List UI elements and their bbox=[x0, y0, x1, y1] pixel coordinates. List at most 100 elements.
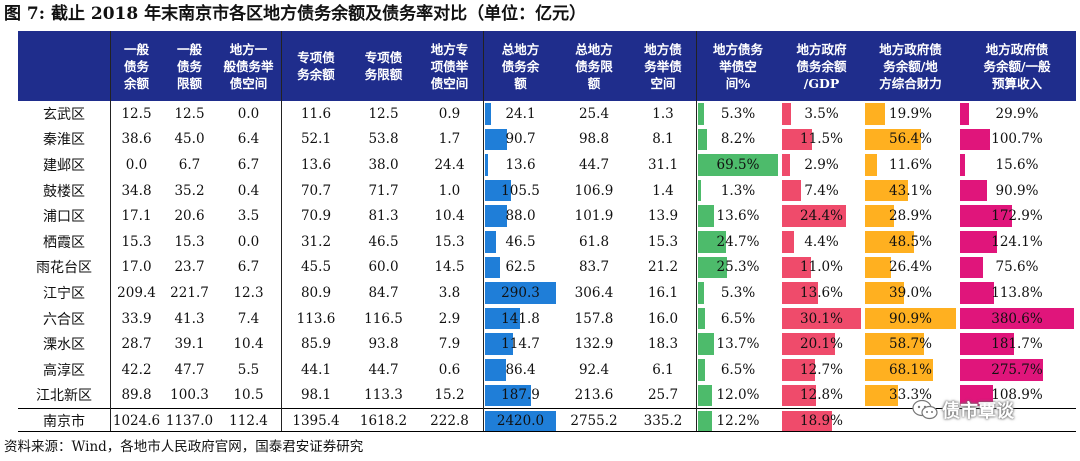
cell-value: 12.3 bbox=[233, 284, 264, 301]
table-row: 秦淮区 38.6 45.0 6.4 52.1 53.8 1.7 90.7 98.8 8.1 8.2%… bbox=[18, 127, 1076, 153]
cell-value: 14.5 bbox=[434, 259, 465, 276]
data-bar bbox=[782, 231, 794, 253]
data-bar bbox=[960, 307, 1074, 330]
district-name: 雨花台区 bbox=[36, 260, 92, 277]
cell-value: 12.5 bbox=[174, 105, 205, 122]
cell-value: 116.5 bbox=[364, 310, 403, 327]
cell-value: 6.7 bbox=[237, 259, 260, 276]
cell-value: 1.3 bbox=[652, 105, 674, 122]
table-row: 玄武区 12.5 12.5 0.0 11.6 12.5 0.9 24.1 25.4 1.3 5.3%… bbox=[18, 101, 1076, 127]
cell-value: 24.7% bbox=[716, 233, 760, 250]
data-bar bbox=[698, 154, 778, 176]
table-cell: 31.2 bbox=[281, 229, 351, 255]
district-name: 溧水区 bbox=[43, 337, 85, 354]
cell-value: 141.8 bbox=[501, 310, 540, 327]
cell-value: 60.0 bbox=[368, 259, 399, 276]
data-bar bbox=[485, 231, 497, 253]
cell-value: 93.8 bbox=[368, 336, 399, 353]
cell-value: 88.0 bbox=[505, 208, 536, 225]
table-cell: 221.7 bbox=[163, 280, 216, 306]
table-body: 玄武区 12.5 12.5 0.0 11.6 12.5 0.9 24.1 25.4 1.3 5.3%… bbox=[18, 101, 1076, 432]
cell-value: 31.2 bbox=[300, 233, 332, 250]
table-cell: 15.3 bbox=[630, 229, 696, 255]
table-cell: 5.5 bbox=[216, 357, 281, 383]
data-bar bbox=[865, 179, 909, 202]
district-name: 玄武区 bbox=[43, 106, 85, 123]
cell-value: 17.1 bbox=[121, 208, 152, 225]
table-cell: 2.9 bbox=[416, 306, 483, 332]
cell-value: 43.1% bbox=[889, 182, 932, 199]
table-cell: 47.7 bbox=[163, 357, 216, 383]
data-bar bbox=[782, 411, 832, 432]
table-cell: 23.7 bbox=[163, 255, 216, 281]
table-cell: 13.6 bbox=[281, 152, 351, 178]
column-header-12: 地方政府债 务余额/地 方综合财力 bbox=[879, 41, 942, 91]
data-bar bbox=[698, 103, 705, 125]
table-cell: 6.4 bbox=[216, 127, 281, 153]
cell-value: 38.0 bbox=[368, 156, 399, 173]
data-bar bbox=[698, 256, 728, 279]
column-header-11: 地方政府 债务余额 /GDP bbox=[796, 41, 847, 91]
cell-value: 10.4 bbox=[233, 336, 264, 353]
cell-value: 105.5 bbox=[501, 182, 540, 199]
cell-value: 46.5 bbox=[505, 233, 536, 250]
table-cell: 2420.0 bbox=[483, 409, 558, 434]
table-cell: 15.3 bbox=[110, 229, 163, 255]
column-header-10: 地方债务 举债空 间% bbox=[712, 41, 763, 91]
table-cell: 15.6% bbox=[958, 152, 1076, 178]
table-cell: 108.9% bbox=[958, 383, 1076, 409]
data-bar bbox=[698, 231, 727, 253]
table-cell: 13.6% bbox=[696, 203, 780, 229]
table-cell: 1618.2 bbox=[351, 409, 416, 434]
data-bar bbox=[485, 282, 556, 304]
cell-value: 2.9 bbox=[438, 310, 461, 327]
table-cell: 141.8 bbox=[483, 306, 558, 332]
cell-value: 335.2 bbox=[643, 413, 683, 430]
table-cell: 83.7 bbox=[558, 255, 630, 281]
column-separator bbox=[483, 31, 484, 432]
cell-value: 16.0 bbox=[647, 310, 679, 327]
table-cell: 7.4 bbox=[216, 306, 281, 332]
cell-value: 24.4% bbox=[800, 208, 843, 225]
table-cell: 21.2 bbox=[630, 255, 696, 281]
cell-value: 113.6 bbox=[296, 310, 336, 327]
cell-value: 68.1% bbox=[889, 361, 932, 378]
table-cell: 11.6 bbox=[281, 101, 351, 127]
data-bar bbox=[485, 256, 501, 279]
table-cell: 12.5 bbox=[163, 101, 216, 127]
table-cell: 4.4% bbox=[780, 229, 863, 255]
table-cell: 28.7 bbox=[110, 331, 163, 357]
district-name: 栖霞区 bbox=[43, 234, 85, 251]
cell-value: 0.0 bbox=[237, 105, 260, 122]
table-cell: 335.2 bbox=[630, 409, 696, 434]
table-cell: 18.9% bbox=[780, 409, 863, 434]
cell-value: 24.1 bbox=[505, 105, 536, 122]
table-cell: 113.8% bbox=[958, 280, 1076, 306]
cell-value: 15.3 bbox=[647, 233, 679, 250]
table-cell: 5.3% bbox=[696, 280, 780, 306]
table-cell: 1395.4 bbox=[281, 409, 351, 434]
cell-value: 132.9 bbox=[574, 336, 614, 353]
table-cell: 25.4 bbox=[558, 101, 630, 127]
column-header-5: 专项债 务限额 bbox=[364, 50, 403, 82]
table-cell: 10.4 bbox=[416, 203, 483, 229]
table-row: 江宁区 209.4 221.7 12.3 80.9 84.7 3.8 290.3 306.4 16… bbox=[18, 280, 1076, 306]
cell-value: 10.4 bbox=[434, 208, 465, 225]
cell-value: 100.7% bbox=[991, 131, 1043, 148]
cell-value: 29.9% bbox=[995, 105, 1039, 122]
data-bar bbox=[782, 103, 792, 125]
cell-value: 42.2 bbox=[121, 361, 152, 378]
cell-value: 8.2% bbox=[720, 131, 756, 148]
district-name: 浦口区 bbox=[43, 209, 85, 226]
table-row: 江北新区 89.8 100.3 10.5 98.1 113.3 15.2 187.9 213.6… bbox=[18, 383, 1076, 409]
table-cell: 114.7 bbox=[483, 331, 558, 357]
cell-value: 1.7 bbox=[438, 131, 461, 148]
data-bar bbox=[960, 384, 993, 407]
cell-value: 1.4 bbox=[652, 182, 674, 199]
table-cell: 113.6 bbox=[281, 306, 351, 332]
cell-value: 21.2 bbox=[647, 259, 679, 276]
wechat-icon bbox=[912, 399, 938, 421]
district-name: 江北新区 bbox=[36, 388, 92, 405]
table-cell: 3.5% bbox=[780, 101, 863, 127]
cell-value: 12.5 bbox=[368, 105, 399, 122]
